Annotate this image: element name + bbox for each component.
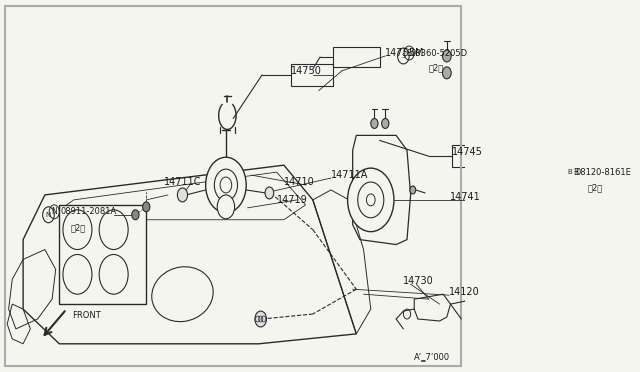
Text: 14750: 14750 bbox=[291, 66, 322, 76]
Circle shape bbox=[265, 187, 274, 199]
Circle shape bbox=[217, 195, 235, 219]
Text: 14710: 14710 bbox=[284, 177, 315, 187]
Circle shape bbox=[410, 186, 416, 194]
Circle shape bbox=[205, 157, 246, 213]
Circle shape bbox=[442, 67, 451, 79]
Text: （2）: （2） bbox=[588, 183, 604, 192]
Circle shape bbox=[442, 50, 451, 62]
Circle shape bbox=[177, 188, 188, 202]
Text: 14755M: 14755M bbox=[385, 48, 425, 58]
Text: A’‗7’000: A’‗7’000 bbox=[414, 352, 451, 361]
Bar bbox=[60, 205, 147, 304]
Text: （2）: （2） bbox=[70, 223, 86, 232]
Text: 14745: 14745 bbox=[452, 147, 483, 157]
Text: S: S bbox=[401, 53, 406, 59]
Circle shape bbox=[348, 168, 394, 232]
Bar bbox=[60, 205, 147, 304]
Text: 14711A: 14711A bbox=[331, 170, 368, 180]
Text: 08360-5205D: 08360-5205D bbox=[411, 48, 468, 58]
Text: FRONT: FRONT bbox=[72, 311, 101, 320]
Circle shape bbox=[381, 119, 389, 128]
Bar bbox=[291, 64, 333, 86]
Circle shape bbox=[255, 311, 266, 327]
Text: B: B bbox=[573, 168, 579, 177]
Bar bbox=[452, 145, 494, 167]
Circle shape bbox=[371, 119, 378, 128]
Text: N: N bbox=[46, 212, 51, 218]
Circle shape bbox=[143, 202, 150, 212]
Text: （2）: （2） bbox=[429, 63, 444, 73]
Text: 14741: 14741 bbox=[451, 192, 481, 202]
Text: S: S bbox=[407, 48, 412, 58]
Text: N: N bbox=[51, 207, 57, 216]
Text: 08911-2081A: 08911-2081A bbox=[61, 207, 117, 216]
Text: 14730: 14730 bbox=[403, 276, 434, 286]
Text: B: B bbox=[568, 169, 572, 175]
Text: 08120-8161E: 08120-8161E bbox=[575, 168, 631, 177]
Text: 14719: 14719 bbox=[276, 195, 307, 205]
Bar bbox=[333, 47, 380, 67]
Circle shape bbox=[132, 210, 139, 220]
Text: 14711C: 14711C bbox=[164, 177, 202, 187]
Text: 14120: 14120 bbox=[449, 287, 480, 297]
